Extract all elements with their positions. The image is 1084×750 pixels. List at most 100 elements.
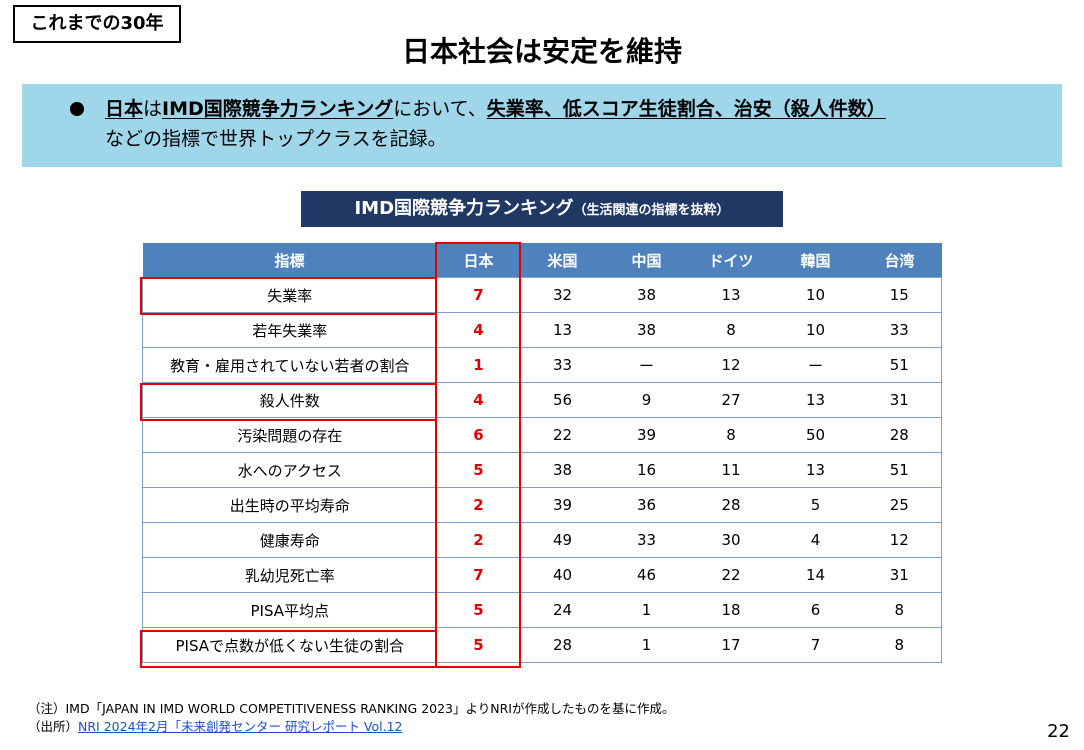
rank-cell: 49 xyxy=(520,522,605,558)
rank-cell: 10 xyxy=(773,312,858,348)
rank-cell: 24 xyxy=(520,592,605,628)
section-tag: これまでの30年 xyxy=(13,5,181,43)
rank-cell: 31 xyxy=(857,382,942,418)
rank-cell: 39 xyxy=(520,487,605,523)
rank-cell: 12 xyxy=(688,347,774,383)
rank-cell: 22 xyxy=(688,557,774,593)
indicator-cell: 殺人件数 xyxy=(142,382,437,418)
table-header-row: 指標 日本 米国 中国 ドイツ 韓国 台湾 xyxy=(142,243,942,278)
japan-rank-cell: 5 xyxy=(436,592,521,628)
table-title: IMD国際競争力ランキング（生活関連の指標を抜粋） xyxy=(301,191,783,227)
indicator-cell: 若年失業率 xyxy=(142,312,437,348)
indicator-cell: 教育・雇用されていない若者の割合 xyxy=(142,347,437,383)
japan-rank-cell: 4 xyxy=(436,382,521,418)
indicator-cell: PISA平均点 xyxy=(142,592,437,628)
table-row: PISA平均点 5 24 1 18 6 8 xyxy=(142,592,942,628)
source-line: （出所）NRI 2024年2月「未来創発センター 研究レポート Vol.12 xyxy=(28,719,403,735)
japan-rank-cell: 2 xyxy=(436,487,521,523)
header-japan: 日本 xyxy=(436,243,521,278)
header-china: 中国 xyxy=(604,243,689,278)
rank-cell: 14 xyxy=(773,557,858,593)
rank-cell: 10 xyxy=(773,277,858,313)
ranking-table: 指標 日本 米国 中国 ドイツ 韓国 台湾 失業率 7 32 38 13 10 … xyxy=(142,243,942,663)
bullet-icon xyxy=(70,102,84,116)
rank-cell: 15 xyxy=(857,277,942,313)
summary-banner: 日本はIMD国際競争力ランキングにおいて、失業率、低スコア生徒割合、治安（殺人件… xyxy=(22,84,1062,167)
rank-cell: 38 xyxy=(604,312,689,348)
rank-cell: 33 xyxy=(604,522,689,558)
table-row: 教育・雇用されていない若者の割合 1 33 ー 12 ー 51 xyxy=(142,347,942,383)
table-row: 失業率 7 32 38 13 10 15 xyxy=(142,277,942,313)
indicator-cell: 水へのアクセス xyxy=(142,452,437,488)
rank-cell: 40 xyxy=(520,557,605,593)
table-row: 出生時の平均寿命 2 39 36 28 5 25 xyxy=(142,487,942,523)
japan-rank-cell: 7 xyxy=(436,277,521,313)
japan-rank-cell: 1 xyxy=(436,347,521,383)
rank-cell: 25 xyxy=(857,487,942,523)
rank-cell: 31 xyxy=(857,557,942,593)
rank-cell: 5 xyxy=(773,487,858,523)
rank-cell: 28 xyxy=(520,627,605,663)
rank-cell: 50 xyxy=(773,417,858,453)
rank-cell: 13 xyxy=(688,277,774,313)
rank-cell: 6 xyxy=(773,592,858,628)
header-korea: 韓国 xyxy=(773,243,858,278)
rank-cell: 51 xyxy=(857,452,942,488)
rank-cell: 36 xyxy=(604,487,689,523)
rank-cell: 33 xyxy=(520,347,605,383)
table-row: 殺人件数 4 56 9 27 13 31 xyxy=(142,382,942,418)
japan-rank-cell: 5 xyxy=(436,452,521,488)
rank-cell: 51 xyxy=(857,347,942,383)
indicator-cell: 乳幼児死亡率 xyxy=(142,557,437,593)
japan-rank-cell: 6 xyxy=(436,417,521,453)
rank-cell: 28 xyxy=(688,487,774,523)
rank-cell: 38 xyxy=(520,452,605,488)
rank-cell: 46 xyxy=(604,557,689,593)
japan-rank-cell: 4 xyxy=(436,312,521,348)
rank-cell: 27 xyxy=(688,382,774,418)
indicator-cell: 失業率 xyxy=(142,277,437,313)
header-taiwan: 台湾 xyxy=(857,243,942,278)
rank-cell: 8 xyxy=(688,312,774,348)
summary-line-1: 日本はIMD国際競争力ランキングにおいて、失業率、低スコア生徒割合、治安（殺人件… xyxy=(105,96,886,122)
header-indicator: 指標 xyxy=(142,243,437,278)
footnote: （注）IMD「JAPAN IN IMD WORLD COMPETITIVENES… xyxy=(28,701,675,716)
header-us: 米国 xyxy=(520,243,605,278)
summary-connector: において、 xyxy=(393,98,487,120)
rank-cell: 9 xyxy=(604,382,689,418)
table-row: 水へのアクセス 5 38 16 11 13 51 xyxy=(142,452,942,488)
indicator-cell: 出生時の平均寿命 xyxy=(142,487,437,523)
table-row: PISAで点数が低くない生徒の割合 5 28 1 17 7 8 xyxy=(142,627,942,663)
rank-cell: 8 xyxy=(857,627,942,663)
rank-cell: 22 xyxy=(520,417,605,453)
source-prefix: （出所） xyxy=(28,719,79,734)
summary-line-2: などの指標で世界トップクラスを記録。 xyxy=(105,128,447,150)
rank-cell: 7 xyxy=(773,627,858,663)
rank-cell: 1 xyxy=(604,627,689,663)
table-row: 若年失業率 4 13 38 8 10 33 xyxy=(142,312,942,348)
rank-cell: 18 xyxy=(688,592,774,628)
rank-cell: 4 xyxy=(773,522,858,558)
rank-cell: 8 xyxy=(857,592,942,628)
rank-cell: 39 xyxy=(604,417,689,453)
rank-cell: 30 xyxy=(688,522,774,558)
japan-rank-cell: 2 xyxy=(436,522,521,558)
rank-cell: 13 xyxy=(773,452,858,488)
rank-cell: 11 xyxy=(688,452,774,488)
japan-rank-cell: 5 xyxy=(436,627,521,663)
page-number: 22 xyxy=(1047,721,1070,742)
indicator-cell: PISAで点数が低くない生徒の割合 xyxy=(142,627,437,663)
table-row: 健康寿命 2 49 33 30 4 12 xyxy=(142,522,942,558)
japan-rank-cell: 7 xyxy=(436,557,521,593)
summary-japan: 日本 xyxy=(105,98,144,120)
rank-cell: 56 xyxy=(520,382,605,418)
summary-particle: は xyxy=(143,98,163,120)
rank-cell: 33 xyxy=(857,312,942,348)
summary-imd: IMD国際競争力ランキング xyxy=(162,98,394,120)
header-germany: ドイツ xyxy=(688,243,774,278)
source-link[interactable]: NRI 2024年2月「未来創発センター 研究レポート Vol.12 xyxy=(78,719,403,734)
rank-cell: 1 xyxy=(604,592,689,628)
rank-cell: ー xyxy=(604,347,689,383)
rank-cell: ー xyxy=(773,347,858,383)
rank-cell: 12 xyxy=(857,522,942,558)
